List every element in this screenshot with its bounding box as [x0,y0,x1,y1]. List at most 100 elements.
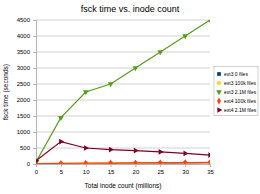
grid [36,20,210,164]
marker [59,160,63,164]
tick-label: 3500 [17,49,31,55]
tick: 1500 [17,113,36,119]
tick-label: 5 [60,169,64,175]
tick: 500 [20,145,36,151]
marker [159,149,164,155]
tick-label: 2500 [17,81,31,87]
tick-label: 4000 [17,33,31,39]
marker [134,148,139,154]
marker [84,145,89,151]
tick-mark [86,164,87,167]
marker [36,158,39,164]
legend-label: ext3 100k files [224,80,256,86]
tick: 1000 [17,129,36,135]
grid-line [36,52,210,53]
tick-mark [33,36,36,37]
tick: 30 [182,164,189,175]
legend-symbol [217,98,221,105]
tick: 15 [108,164,115,175]
legend-symbol [217,107,222,113]
tick: 10 [83,164,90,175]
tick-label: 3000 [17,65,31,71]
tick: 2000 [17,97,36,103]
tick-label: 20 [133,169,140,175]
x-axis-title: Total inode count (millions) [85,182,162,190]
tick-mark [33,132,36,133]
tick-mark [33,100,36,101]
marker [109,160,113,164]
tick: 0 [35,164,39,175]
tick-label: 0 [27,161,31,167]
tick-mark [61,164,62,167]
tick-label: 1500 [17,113,31,119]
legend-symbol [217,81,221,85]
tick-mark [33,52,36,53]
tick-label: 35 [207,169,214,175]
marker [108,82,114,87]
legend-box [214,67,258,116]
tick-mark [185,164,186,167]
series-line [36,20,210,162]
grid-line [36,68,210,69]
tick-mark [33,116,36,117]
tick: 20 [133,164,140,175]
tick: 3500 [17,49,36,55]
x-axis: 0 5 10 15 20 25 30 35 [35,164,215,175]
tick-label: 2000 [17,97,31,103]
marker [58,116,64,121]
marker [207,20,210,23]
marker [183,159,187,164]
tick-mark [33,68,36,69]
tick: 5 [60,164,64,175]
tick-label: 1000 [17,129,31,135]
tick: 2500 [17,81,36,87]
grid-line [36,84,210,85]
marker [158,159,162,164]
tick-label: 4500 [17,17,31,23]
tick-mark [33,84,36,85]
axis-line [37,165,211,168]
legend-label: ext3 2.1M files [224,89,257,95]
tick: 25 [157,164,164,175]
marker [184,151,189,157]
marker [182,34,188,39]
marker [83,90,89,95]
tick-mark [111,164,112,167]
legend-symbol [217,72,221,76]
tick-label: 0 [35,169,39,175]
tick-mark [135,164,136,167]
marker [133,66,139,71]
chart: fsck time vs. inode count051015202530350… [0,0,260,194]
marker [109,147,114,153]
tick: 4000 [17,33,36,39]
marker [84,160,88,164]
legend-label: ext4 2.1M files [224,107,257,113]
tick: 3000 [17,65,36,71]
tick-mark [33,164,36,165]
marker [59,139,64,145]
title: fsck time vs. inode count [81,4,180,14]
grid-line [36,148,210,149]
legend: ext3 0 files ext3 100k files ext3 2.1M fil… [214,67,258,116]
axis-line [33,21,37,165]
tick-label: 500 [20,145,31,151]
marker [157,50,163,55]
y-axis: 0 500 1000 1500 2000 2500 3000 3500 4000 4500 [17,17,37,167]
legend-label: ext3 0 files [224,71,248,77]
grid-line [36,132,210,133]
tick-mark [160,164,161,167]
series-line [36,142,210,161]
tick-mark [33,148,36,149]
tick-label: 10 [83,169,90,175]
tick-label: 25 [157,169,164,175]
marker [208,159,210,164]
marker [208,152,210,158]
grid-line [36,20,210,21]
tick: 0 [27,161,36,167]
grid-line [36,100,210,101]
y-axis-title: fsck time (seconds) [2,64,10,120]
plot-area [36,20,210,164]
tick: 4500 [17,17,36,23]
marker [133,159,137,164]
tick-mark [33,20,36,21]
